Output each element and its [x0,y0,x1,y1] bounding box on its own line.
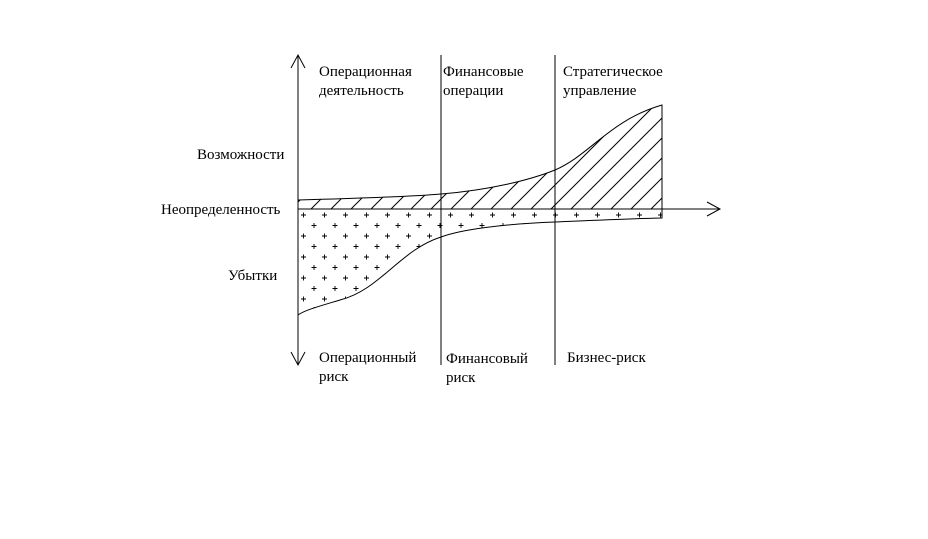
top-label: управление [563,83,637,99]
left-label: Неопределенность [161,202,281,218]
top-label: операции [443,83,503,99]
bottom-label: риск [319,369,349,385]
bottom-label: риск [446,370,476,386]
top-label: Операционная [319,64,412,80]
bottom-label: Операционный [319,350,416,366]
top-label: Финансовые [443,64,524,80]
top-label: Стратегическое [563,64,663,80]
top-label: деятельность [319,83,404,99]
axes [290,53,722,367]
bottom-label: Финансовый [446,351,528,367]
loss-area [297,208,663,316]
bottom-label: Бизнес-риск [567,350,646,366]
left-label: Убытки [228,268,277,284]
opportunity-area [297,104,663,210]
left-label: Возможности [197,147,284,163]
